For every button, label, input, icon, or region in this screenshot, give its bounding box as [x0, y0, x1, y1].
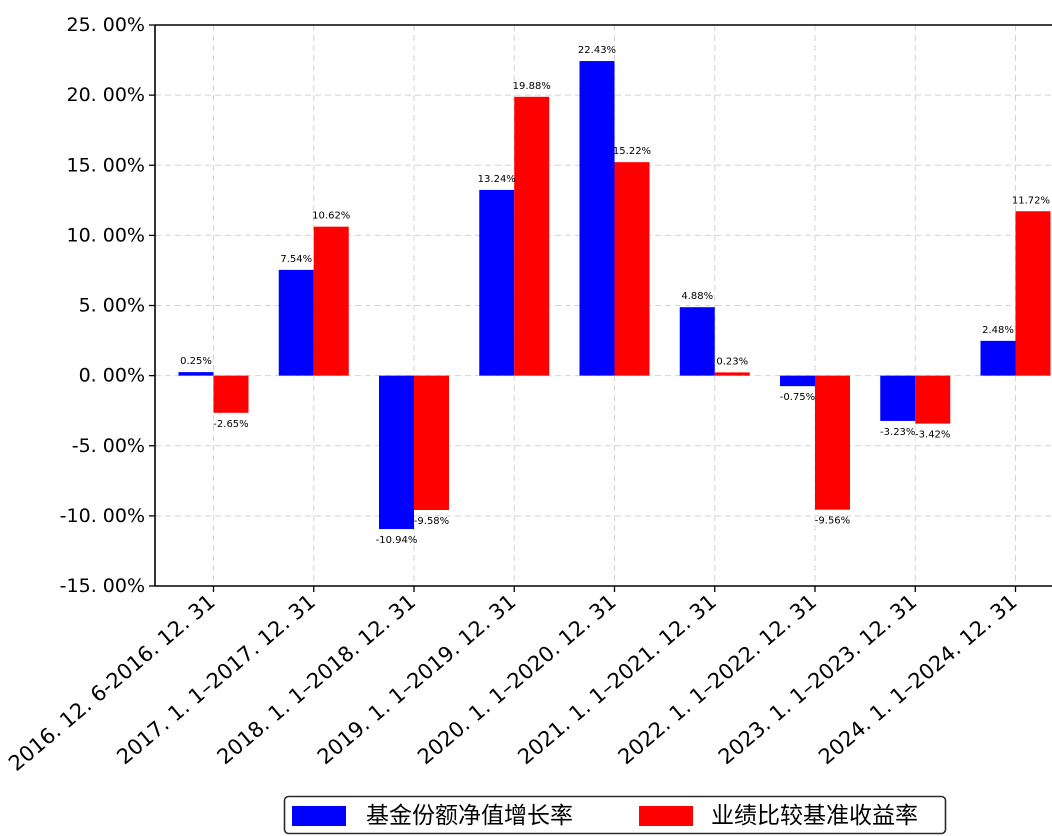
data-label: 15.22%: [613, 146, 651, 157]
data-label: 7.54%: [280, 254, 312, 265]
data-label: 4.88%: [681, 291, 713, 302]
legend-label: 业绩比较基准收益率: [711, 803, 918, 829]
bar: [1015, 211, 1051, 376]
y-tick-label: 10. 00%: [67, 224, 146, 246]
bar: [213, 375, 249, 413]
bar: [714, 372, 750, 376]
bar: [313, 226, 349, 376]
y-tick-label: 25. 00%: [67, 14, 146, 36]
bar: [780, 375, 815, 387]
legend-box: [283, 795, 947, 835]
x-tick-label: 2022. 1. 1–2022. 12. 31: [614, 589, 822, 769]
data-label: 0.25%: [180, 356, 212, 367]
data-label: -9.58%: [414, 516, 449, 527]
y-tick-label: 5. 00%: [79, 295, 145, 317]
bar: [815, 375, 850, 510]
x-tick-label: 2021. 1. 1–2021. 12. 31: [513, 589, 721, 769]
bar: [880, 375, 916, 421]
legend-swatch: [639, 806, 693, 826]
data-label: 2.48%: [982, 325, 1014, 336]
x-tick-label: 2024. 1. 1–2024. 12. 31: [814, 589, 1022, 769]
data-label: -10.94%: [376, 535, 418, 546]
data-label: 0.23%: [716, 356, 748, 367]
data-label: 19.88%: [513, 81, 551, 92]
x-tick-label: 2020. 1. 1–2020. 12. 31: [413, 589, 621, 769]
y-tick-label: -5. 00%: [72, 435, 145, 457]
x-tick-label: 2016. 12. 6-2016. 12. 31: [4, 589, 220, 775]
y-tick-label: -10. 00%: [60, 505, 145, 527]
bar: [579, 61, 615, 376]
legend-swatch: [292, 806, 346, 826]
bar: [479, 189, 515, 376]
y-tick-label: 20. 00%: [67, 84, 146, 106]
x-tick-label: 2017. 1. 1–2017. 12. 31: [112, 589, 320, 769]
bar: [915, 375, 951, 424]
data-label: -9.56%: [815, 516, 850, 527]
bar: [379, 375, 414, 530]
bars: [178, 61, 1051, 530]
data-label: 22.43%: [578, 45, 616, 56]
bar: [514, 96, 550, 376]
x-tick-label: 2019. 1. 1–2019. 12. 31: [313, 589, 521, 769]
bar: [679, 307, 715, 376]
x-tick-label: 2023. 1. 1–2023. 12. 31: [714, 589, 922, 769]
legend-label: 基金份额净值增长率: [366, 803, 573, 829]
data-label: -3.42%: [915, 430, 950, 441]
y-tick-label: 15. 00%: [67, 154, 146, 176]
bar: [414, 375, 449, 510]
y-tick-label: -15. 00%: [60, 575, 145, 597]
data-label: 10.62%: [312, 211, 350, 222]
data-labels: 0.25% 7.54% -10.94% 13.24% 22.43% 4.88% -0.75%…: [180, 45, 1050, 546]
y-axis-ticks: 25. 00% 20. 00% 15. 00% 10. 00% 5. 00% 0. 00%…: [60, 14, 155, 597]
legend: 基金份额净值增长率 业绩比较基准收益率: [283, 795, 947, 835]
bar: [178, 372, 214, 376]
data-label: 11.72%: [1012, 195, 1050, 206]
data-label: -0.75%: [780, 392, 815, 403]
y-tick-label: 0. 00%: [79, 365, 145, 387]
x-tick-label: 2018. 1. 1–2018. 12. 31: [213, 589, 421, 769]
bar: [614, 162, 650, 376]
data-label: 13.24%: [478, 174, 516, 185]
data-label: -3.23%: [880, 427, 915, 438]
bar: [278, 269, 314, 376]
bar: [980, 340, 1016, 376]
data-label: -2.65%: [213, 419, 248, 430]
